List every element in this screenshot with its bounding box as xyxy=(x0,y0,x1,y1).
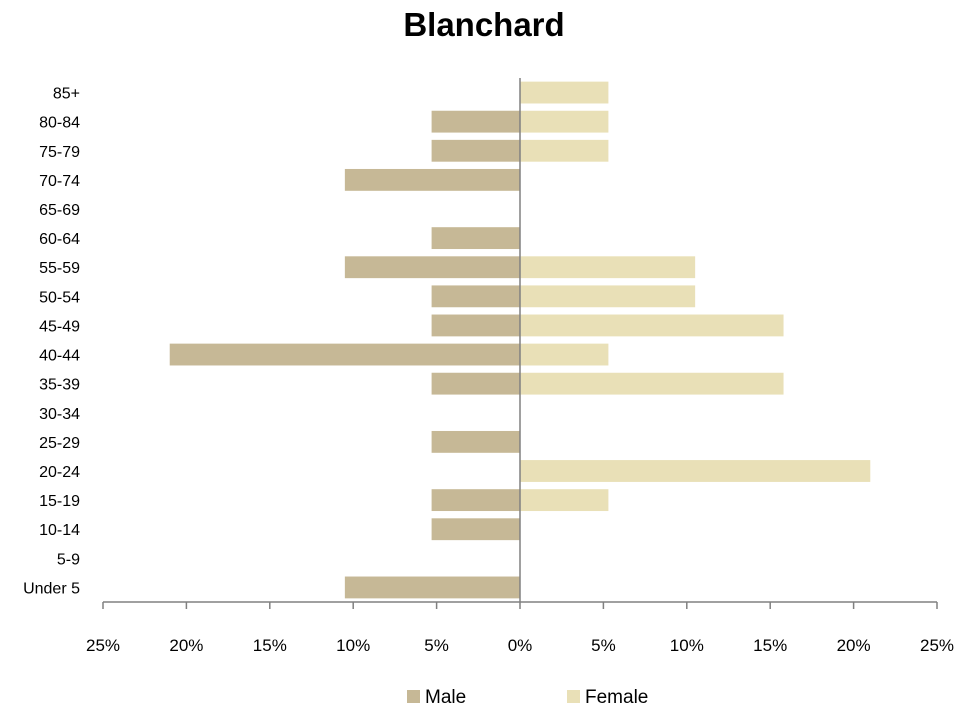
category-label: 5-9 xyxy=(57,551,80,568)
category-label: 55-59 xyxy=(39,260,80,277)
category-label: Under 5 xyxy=(23,580,80,597)
x-tick-label: 10% xyxy=(670,636,704,655)
category-label: 45-49 xyxy=(39,318,80,335)
female-bar xyxy=(520,256,696,279)
female-bar xyxy=(520,139,609,162)
bars-group xyxy=(169,81,871,599)
category-label: 85+ xyxy=(53,86,80,103)
category-label: 60-64 xyxy=(39,231,80,248)
x-tick-label: 25% xyxy=(920,636,954,655)
male-bar xyxy=(169,343,520,366)
male-bar xyxy=(344,168,520,191)
x-tick-label: 20% xyxy=(169,636,203,655)
male-bar xyxy=(431,372,520,395)
chart-title: Blanchard xyxy=(403,6,564,43)
category-label: 10-14 xyxy=(39,522,80,539)
category-label: 30-34 xyxy=(39,406,80,423)
x-axis: 25% 20% 15% 10% 5% 0% 5% 10% 15% 20% 25% xyxy=(86,601,954,655)
category-label: 75-79 xyxy=(39,144,80,161)
female-bar xyxy=(520,489,609,512)
female-bar xyxy=(520,285,696,308)
category-label: 20-24 xyxy=(39,464,80,481)
male-bar xyxy=(431,430,520,453)
female-bar xyxy=(520,314,784,337)
legend-label: Male xyxy=(425,687,466,708)
legend-swatch xyxy=(407,690,420,703)
x-tick-label: 0% xyxy=(508,636,533,655)
female-bar xyxy=(520,343,609,366)
male-bar xyxy=(431,285,520,308)
category-label: 80-84 xyxy=(39,115,80,132)
female-bar xyxy=(520,460,871,482)
category-labels: Under 5 5-9 10-14 15-19 20-24 25-29 30-34 35-39… xyxy=(23,86,80,598)
x-tick-label: 5% xyxy=(591,636,616,655)
male-bar xyxy=(431,227,520,250)
category-label: 35-39 xyxy=(39,377,80,394)
female-bar xyxy=(520,372,784,395)
category-label: 50-54 xyxy=(39,289,80,306)
legend-label: Female xyxy=(585,687,648,708)
category-label: 40-44 xyxy=(39,348,80,365)
category-label: 65-69 xyxy=(39,202,80,219)
legend: Male Female xyxy=(407,687,648,708)
legend-swatch xyxy=(567,690,580,703)
x-tick-label: 15% xyxy=(253,636,287,655)
male-bar xyxy=(431,139,520,162)
x-tick-label: 25% xyxy=(86,636,120,655)
male-bar xyxy=(431,314,520,337)
male-bar xyxy=(344,576,520,599)
female-bar xyxy=(520,110,609,133)
male-bar xyxy=(431,489,520,512)
category-label: 15-19 xyxy=(39,493,80,510)
category-label: 70-74 xyxy=(39,173,80,190)
x-tick-label: 10% xyxy=(336,636,370,655)
male-bar xyxy=(431,110,520,133)
category-label: 25-29 xyxy=(39,435,80,452)
male-bar xyxy=(344,256,520,279)
female-bar xyxy=(520,81,609,104)
x-tick-label: 20% xyxy=(837,636,871,655)
x-tick-label: 15% xyxy=(753,636,787,655)
x-tick-label: 5% xyxy=(424,636,449,655)
male-bar xyxy=(431,518,520,541)
